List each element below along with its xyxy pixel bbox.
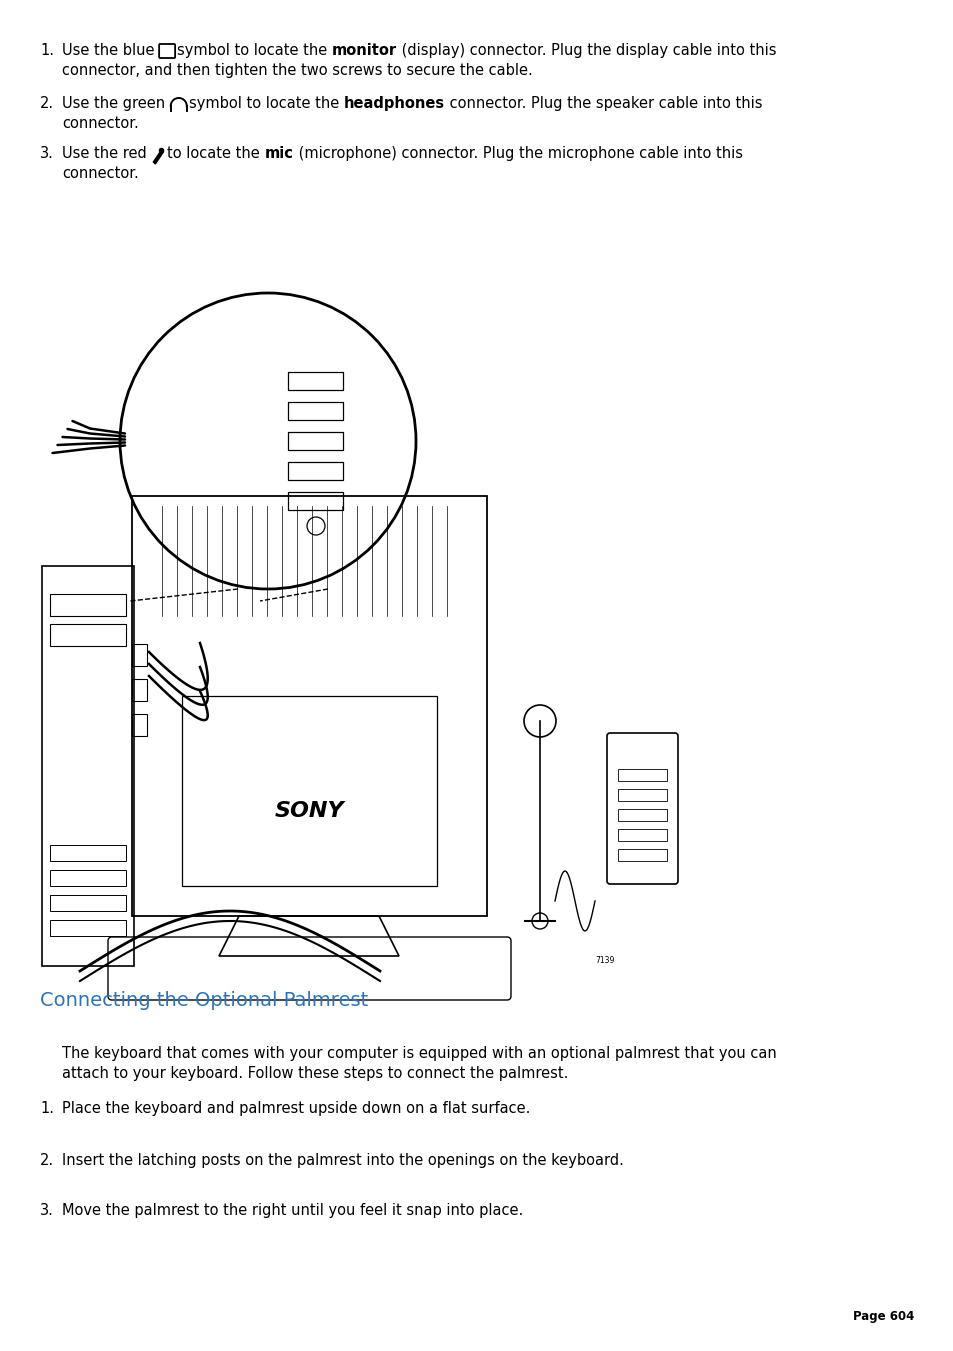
- Text: 2.: 2.: [40, 96, 54, 111]
- Text: to locate the: to locate the: [167, 146, 265, 161]
- Bar: [132, 713, 147, 736]
- Bar: [50, 624, 126, 646]
- Text: Move the palmrest to the right until you feel it snap into place.: Move the palmrest to the right until you…: [62, 1202, 522, 1219]
- Bar: [132, 496, 486, 916]
- Text: (microphone) connector. Plug the microphone cable into this: (microphone) connector. Plug the microph…: [294, 146, 741, 161]
- Bar: [288, 372, 343, 390]
- Bar: [288, 492, 343, 509]
- Text: connector.: connector.: [62, 166, 138, 181]
- Bar: [50, 920, 126, 936]
- Text: connector.: connector.: [62, 116, 138, 131]
- Bar: [618, 830, 666, 842]
- Bar: [618, 769, 666, 781]
- Text: The keyboard that comes with your computer is equipped with an optional palmrest: The keyboard that comes with your comput…: [62, 1046, 776, 1061]
- Polygon shape: [153, 150, 163, 163]
- Bar: [50, 594, 126, 616]
- Text: 7139: 7139: [595, 957, 614, 965]
- Text: 3.: 3.: [40, 146, 53, 161]
- Text: SONY: SONY: [274, 801, 343, 821]
- Bar: [50, 870, 126, 886]
- Bar: [618, 848, 666, 861]
- Text: symbol to locate the: symbol to locate the: [189, 96, 343, 111]
- Text: 1.: 1.: [40, 1101, 54, 1116]
- Text: (display) connector. Plug the display cable into this: (display) connector. Plug the display ca…: [396, 43, 776, 58]
- Bar: [42, 566, 133, 966]
- Bar: [288, 403, 343, 420]
- Bar: [618, 789, 666, 801]
- Text: Connecting the Optional Palmrest: Connecting the Optional Palmrest: [40, 992, 368, 1011]
- Bar: [182, 696, 436, 886]
- Bar: [50, 844, 126, 861]
- Text: Place the keyboard and palmrest upside down on a flat surface.: Place the keyboard and palmrest upside d…: [62, 1101, 530, 1116]
- Text: mic: mic: [265, 146, 294, 161]
- Text: 3.: 3.: [40, 1202, 53, 1219]
- Text: connector, and then tighten the two screws to secure the cable.: connector, and then tighten the two scre…: [62, 63, 532, 78]
- Text: attach to your keyboard. Follow these steps to connect the palmrest.: attach to your keyboard. Follow these st…: [62, 1066, 568, 1081]
- Bar: [618, 809, 666, 821]
- Text: Use the blue: Use the blue: [62, 43, 159, 58]
- Text: 2.: 2.: [40, 1152, 54, 1169]
- Text: Page 604: Page 604: [852, 1310, 913, 1323]
- Text: headphones: headphones: [343, 96, 444, 111]
- Bar: [132, 680, 147, 701]
- Bar: [50, 894, 126, 911]
- Text: Insert the latching posts on the palmrest into the openings on the keyboard.: Insert the latching posts on the palmres…: [62, 1152, 623, 1169]
- Text: Use the red: Use the red: [62, 146, 152, 161]
- Bar: [132, 644, 147, 666]
- Bar: [288, 432, 343, 450]
- Text: symbol to locate the: symbol to locate the: [177, 43, 332, 58]
- Bar: [288, 462, 343, 480]
- Text: 1.: 1.: [40, 43, 54, 58]
- Text: Use the green: Use the green: [62, 96, 170, 111]
- Text: connector. Plug the speaker cable into this: connector. Plug the speaker cable into t…: [444, 96, 761, 111]
- Text: monitor: monitor: [332, 43, 396, 58]
